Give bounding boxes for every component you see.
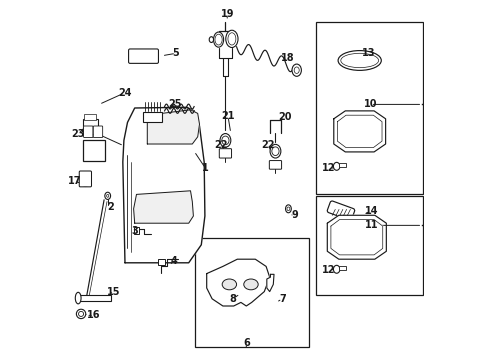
Ellipse shape: [333, 162, 339, 170]
FancyBboxPatch shape: [82, 119, 98, 134]
Bar: [195, 238, 309, 347]
Text: 17: 17: [68, 176, 81, 186]
Text: 2: 2: [107, 202, 114, 212]
Text: 13: 13: [362, 48, 375, 58]
Text: 20: 20: [278, 112, 291, 122]
FancyBboxPatch shape: [338, 266, 346, 270]
Text: 10: 10: [363, 99, 376, 109]
Polygon shape: [147, 110, 199, 144]
Ellipse shape: [333, 265, 339, 273]
FancyBboxPatch shape: [93, 126, 102, 138]
FancyBboxPatch shape: [83, 126, 93, 138]
Text: 6: 6: [243, 338, 249, 348]
Text: 4: 4: [171, 256, 177, 266]
FancyBboxPatch shape: [142, 112, 162, 122]
Ellipse shape: [340, 53, 378, 68]
FancyBboxPatch shape: [84, 114, 96, 120]
Text: 12: 12: [322, 163, 335, 174]
FancyBboxPatch shape: [128, 49, 158, 63]
Ellipse shape: [209, 37, 213, 42]
FancyBboxPatch shape: [133, 227, 139, 234]
Polygon shape: [122, 107, 204, 263]
Ellipse shape: [222, 136, 228, 145]
Ellipse shape: [225, 30, 238, 48]
Text: 16: 16: [87, 310, 101, 320]
Polygon shape: [333, 111, 385, 152]
Ellipse shape: [291, 64, 301, 76]
Text: 22: 22: [261, 140, 274, 150]
Text: 12: 12: [322, 265, 335, 275]
Text: 14: 14: [364, 206, 377, 216]
Ellipse shape: [269, 144, 280, 158]
Ellipse shape: [80, 172, 90, 186]
Ellipse shape: [227, 33, 235, 45]
Text: 24: 24: [118, 88, 131, 98]
FancyBboxPatch shape: [79, 171, 91, 187]
Ellipse shape: [271, 147, 279, 156]
Ellipse shape: [286, 207, 289, 211]
Ellipse shape: [244, 279, 258, 290]
FancyBboxPatch shape: [269, 161, 281, 169]
Text: 9: 9: [291, 210, 298, 220]
Ellipse shape: [106, 194, 108, 197]
FancyBboxPatch shape: [338, 163, 346, 167]
Bar: [316, 22, 422, 194]
Text: 25: 25: [168, 99, 182, 109]
FancyBboxPatch shape: [82, 140, 104, 161]
FancyBboxPatch shape: [158, 259, 164, 265]
Polygon shape: [337, 115, 381, 148]
Ellipse shape: [76, 309, 85, 319]
Ellipse shape: [337, 51, 381, 71]
Text: 7: 7: [278, 294, 285, 304]
Polygon shape: [266, 274, 273, 292]
Text: 15: 15: [107, 287, 121, 297]
Text: 18: 18: [280, 53, 294, 63]
Ellipse shape: [215, 34, 222, 45]
Ellipse shape: [220, 134, 230, 147]
Ellipse shape: [79, 311, 83, 316]
Polygon shape: [330, 220, 382, 255]
Ellipse shape: [294, 67, 299, 73]
Ellipse shape: [285, 205, 291, 213]
Polygon shape: [206, 259, 269, 306]
Text: 11: 11: [365, 220, 378, 230]
Text: 8: 8: [229, 294, 236, 304]
Bar: [316, 196, 422, 295]
Ellipse shape: [75, 292, 81, 304]
Text: 22: 22: [214, 140, 227, 150]
Ellipse shape: [104, 192, 110, 199]
Ellipse shape: [213, 32, 223, 47]
Polygon shape: [326, 215, 386, 259]
FancyBboxPatch shape: [326, 201, 354, 220]
FancyBboxPatch shape: [219, 149, 231, 158]
Text: 1: 1: [202, 163, 208, 174]
Text: 5: 5: [172, 48, 179, 58]
Ellipse shape: [222, 279, 236, 290]
Text: 3: 3: [131, 226, 138, 236]
Text: 19: 19: [220, 9, 233, 19]
Text: 23: 23: [71, 129, 85, 139]
Polygon shape: [133, 191, 193, 223]
Text: 21: 21: [221, 111, 234, 121]
FancyBboxPatch shape: [78, 295, 111, 301]
